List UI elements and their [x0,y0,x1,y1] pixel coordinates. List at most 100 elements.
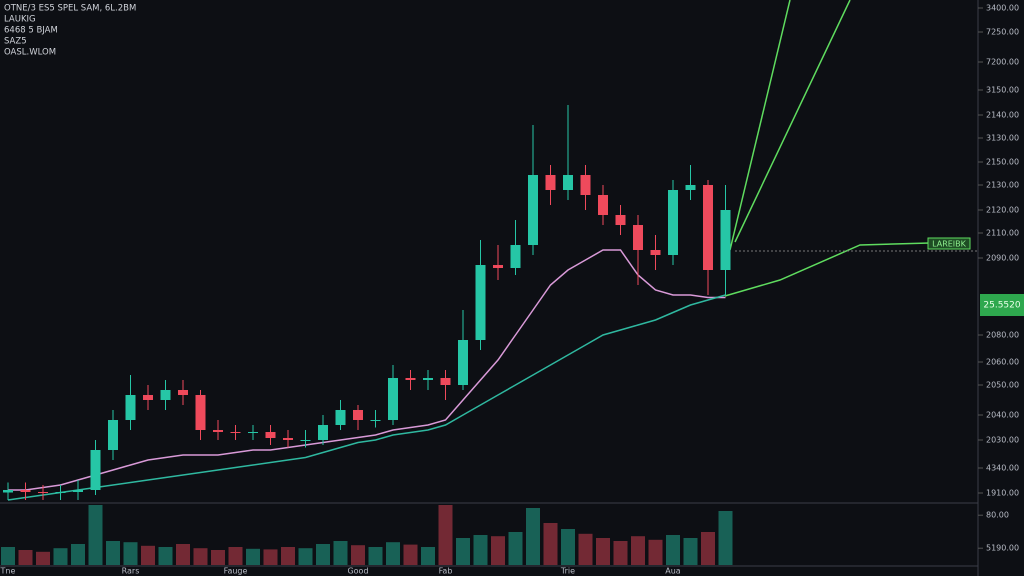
y-tick-label: 2040.00 [986,411,1019,420]
candle-body [580,175,591,195]
volume-bar [88,505,103,565]
volume-bar [263,549,278,565]
volume-bar [456,538,470,565]
candle-body [405,378,416,380]
volume-bar [1,547,15,565]
volume-bar [508,532,523,565]
x-tick-label: Fab [439,567,453,576]
candle-body [615,215,626,225]
candle-body [370,420,381,421]
y-tick-label: 2030.00 [986,436,1019,445]
candle-body [38,492,48,493]
candle-body [283,438,293,440]
candle-body [598,195,608,215]
y-tick-label: 3150.00 [986,86,1019,95]
y-tick-label: 2140.00 [986,111,1019,120]
legend-line: SAZ5 [4,37,27,47]
volume-bar [526,508,540,565]
volume-bar [211,550,225,565]
last-label: LAREIBK [932,240,967,249]
volume-bar [438,505,453,565]
x-tick-label: Fauge [224,567,248,576]
candle-body [703,185,713,270]
candle-body [545,175,556,190]
candle-body [178,390,188,395]
y-tick-label: 2130.00 [986,181,1019,190]
volume-tick-label: 80.00 [986,511,1009,520]
volume-bar [701,532,715,565]
candle-body [650,250,661,255]
y-tick-label: 2050.00 [986,381,1019,390]
volume-bar [421,547,435,565]
volume-bar [123,542,138,565]
x-tick-label: Tne [0,567,16,576]
candle-body [213,430,223,432]
legend-line: LAUKIG [4,15,36,25]
volume-bar [246,548,260,565]
volume-bar [106,541,120,565]
candle-body [475,265,486,340]
y-tick-label: 3130.00 [986,134,1019,143]
projection-curve [724,242,931,297]
candle-body [73,490,83,492]
y-tick-label: 7200.00 [986,58,1019,67]
volume-bar [36,551,50,565]
candle-body [265,432,276,438]
candle-body [440,378,451,385]
candle-body [720,210,731,270]
moving-average [8,249,726,491]
candle-body [248,432,258,433]
candle-body [300,440,311,441]
volume-bar [613,541,628,565]
volume-tick-label: 5190.00 [986,544,1019,553]
candle-body [563,175,573,190]
volume-bar [298,548,313,565]
volume-bar [158,547,173,565]
volume-bar [631,536,645,565]
legend-line: 6468 5 BJAM [4,26,58,36]
y-tick-label: 3400.00 [986,4,1019,13]
volume-bar [578,533,593,565]
volume-bar [18,550,33,565]
y-tick-label: 4340.00 [986,464,1019,473]
candle-body [160,390,171,400]
volume-bar [193,548,208,565]
candle-body [685,185,696,190]
projection-line [734,0,851,243]
current-price-box [980,294,1024,316]
candle-body [493,265,503,268]
x-tick-label: Good [347,567,368,576]
legend-line: OTNE/3 ES5 SPEL SAM, 6L.2BM [4,4,136,14]
legend-line: OASL.WLOM [4,48,56,58]
x-tick-label: Trie [560,567,575,576]
volume-bar [176,544,190,565]
volume-bar [648,539,663,565]
candle-body [388,378,398,420]
y-tick-label: 2080.00 [986,331,1019,340]
y-tick-label: 2110.00 [986,229,1019,238]
volume-bar [543,523,558,565]
volume-bar [316,544,330,565]
volume-bar [718,511,733,565]
volume-bar [71,544,85,565]
candle-body [633,225,643,250]
candle-body [353,410,363,420]
candle-body [108,420,118,450]
y-tick-label: 2150.00 [986,158,1019,167]
projection-line [729,0,791,251]
moving-average [7,294,726,501]
candle-body [318,425,328,440]
candle-body [90,450,101,490]
candle-body [423,378,433,380]
volume-bar [403,544,418,565]
volume-bar [561,529,575,565]
candle-body [125,395,136,420]
x-tick-label: Rars [122,567,140,576]
candle-body [458,340,468,385]
volume-bar [386,542,400,565]
volume-bar [683,538,698,565]
volume-bar [141,545,155,565]
candle-body [510,245,521,268]
